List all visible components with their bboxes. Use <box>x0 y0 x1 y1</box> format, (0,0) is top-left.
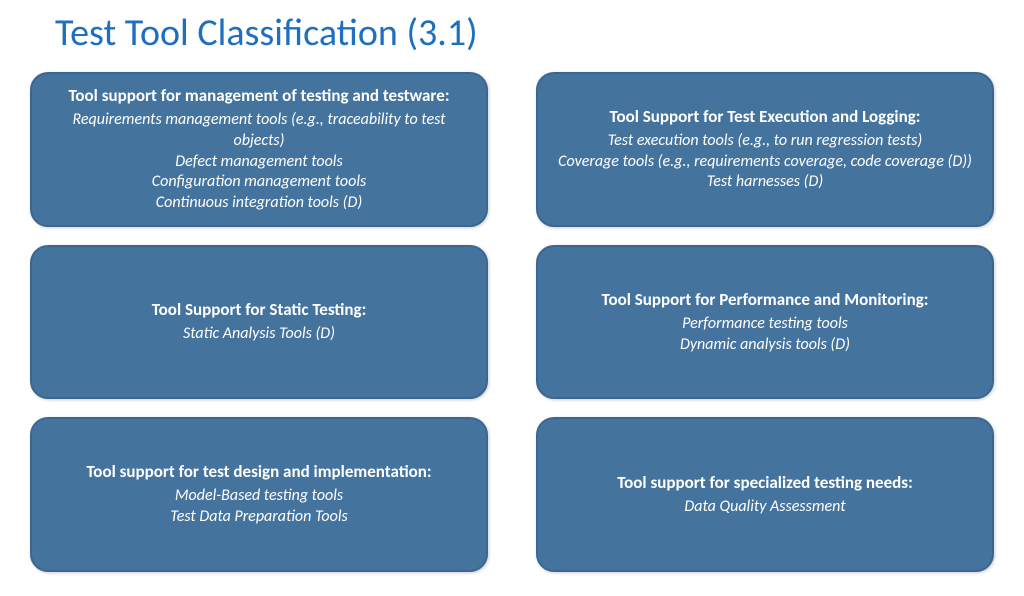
card-title: Tool Support for Performance and Monitor… <box>602 289 929 310</box>
card-title: Tool support for specialized testing nee… <box>617 472 913 493</box>
card-item: Performance testing tools <box>682 314 848 335</box>
slide: Test Tool Classification (3.1) Tool supp… <box>0 0 1024 596</box>
card-4: Tool support for test design and impleme… <box>30 417 488 572</box>
card-items: Test execution tools (e.g., to run regre… <box>558 131 972 193</box>
card-title: Tool Support for Static Testing: <box>152 299 367 320</box>
card-item: Continuous integration tools (D) <box>156 193 362 214</box>
card-1: Tool Support for Test Execution and Logg… <box>536 72 994 227</box>
card-item: Test harnesses (D) <box>707 172 823 193</box>
card-item: Defect management tools <box>175 152 342 173</box>
card-item: Requirements management tools (e.g., tra… <box>50 110 468 152</box>
card-title: Tool Support for Test Execution and Logg… <box>610 106 921 127</box>
card-item: Coverage tools (e.g., requirements cover… <box>558 152 972 173</box>
card-3: Tool Support for Performance and Monitor… <box>536 245 994 400</box>
card-grid: Tool support for management of testing a… <box>30 72 994 572</box>
card-item: Configuration management tools <box>152 172 366 193</box>
slide-title: Test Tool Classification (3.1) <box>55 10 994 56</box>
card-2: Tool Support for Static Testing: Static A… <box>30 245 488 400</box>
card-items: Data Quality Assessment <box>684 497 845 518</box>
card-item: Static Analysis Tools (D) <box>183 324 335 345</box>
card-items: Static Analysis Tools (D) <box>183 324 335 345</box>
card-0: Tool support for management of testing a… <box>30 72 488 227</box>
card-title: Tool support for management of testing a… <box>68 85 449 106</box>
card-items: Requirements management tools (e.g., tra… <box>50 110 468 214</box>
card-item: Test Data Preparation Tools <box>170 507 347 528</box>
card-5: Tool support for specialized testing nee… <box>536 417 994 572</box>
card-item: Model-Based testing tools <box>175 486 343 507</box>
card-items: Model-Based testing toolsTest Data Prepa… <box>170 486 347 528</box>
card-items: Performance testing toolsDynamic analysi… <box>680 314 850 356</box>
card-item: Test execution tools (e.g., to run regre… <box>608 131 923 152</box>
card-item: Dynamic analysis tools (D) <box>680 335 850 356</box>
card-item: Data Quality Assessment <box>684 497 845 518</box>
card-title: Tool support for test design and impleme… <box>86 461 431 482</box>
